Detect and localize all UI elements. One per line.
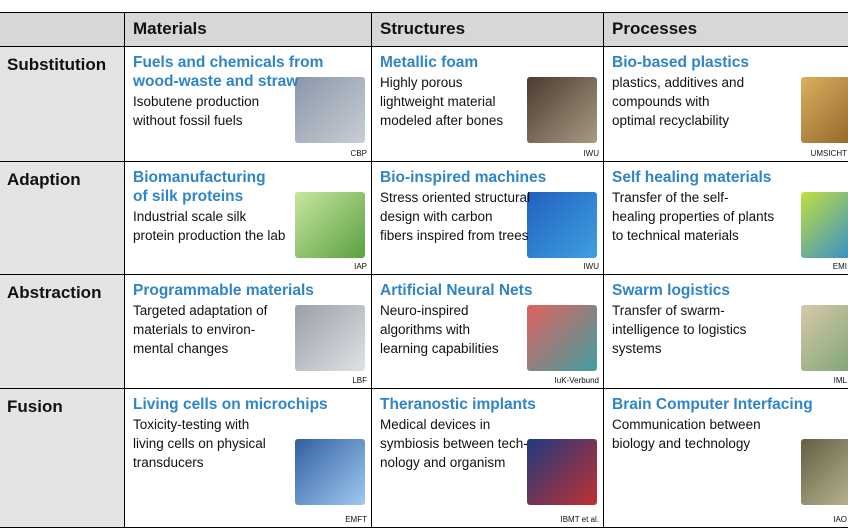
cell-text: Stress oriented structural design with c…: [380, 190, 531, 243]
table-cell: Living cells on microchips Toxicity-testi…: [125, 389, 372, 528]
table-cell: Bio-based plastics plastics, additives an…: [604, 47, 848, 162]
cell-title: Biomanufacturing of silk proteins: [133, 169, 266, 205]
cell-image: [295, 305, 365, 371]
table-cell: Metallic foam Highly porous lightweight m…: [372, 47, 604, 162]
cell-title: Fuels and chemicals from wood-waste and …: [133, 54, 324, 90]
cell-text: Transfer of the self- healing properties…: [612, 190, 775, 243]
table-cell: Swarm logistics Transfer of swarm- intell…: [604, 275, 848, 389]
cell-image: [801, 305, 848, 371]
row-label: Fusion: [0, 389, 125, 528]
cell-text: Medical devices in symbiosis between tec…: [380, 417, 528, 470]
column-header: Materials: [125, 13, 372, 47]
image-credit: IBMT et al.: [560, 515, 599, 524]
cell-image: [295, 77, 365, 143]
cell-image: [527, 192, 597, 258]
cell-title: Swarm logistics: [612, 282, 731, 299]
cell-title: Theranostic implants: [380, 396, 536, 413]
table-cell: Programmable materials Targeted adaptatio…: [125, 275, 372, 389]
table-cell: Biomanufacturing of silk proteins Industr…: [125, 162, 372, 275]
image-credit: IWU: [583, 149, 599, 158]
cell-text: Toxicity-testing with living cells on ph…: [133, 417, 266, 470]
cell-image: [295, 192, 365, 258]
cell-image: [527, 439, 597, 505]
cell-title: Artificial Neural Nets: [380, 282, 533, 299]
image-credit: IAO: [833, 515, 847, 524]
cell-image: [801, 77, 848, 143]
cell-title: Bio-inspired machines: [380, 169, 547, 186]
table-cell: Fuels and chemicals from wood-waste and …: [125, 47, 372, 162]
cell-text: Communication between biology and techno…: [612, 417, 761, 451]
cell-title: Programmable materials: [133, 282, 314, 299]
cell-title: Bio-based plastics: [612, 54, 749, 71]
cell-text: Isobutene production without fossil fuel…: [133, 94, 260, 128]
cell-image: [295, 439, 365, 505]
row-label: Substitution: [0, 47, 125, 162]
table-cell: Self healing materials Transfer of the se…: [604, 162, 848, 275]
image-credit: IWU: [583, 262, 599, 271]
image-credit: UMSICHT: [810, 149, 847, 158]
cell-image: [801, 192, 848, 258]
cell-text: Neuro-inspired algorithms with learning …: [380, 303, 499, 356]
corner-cell: [0, 13, 125, 47]
column-header: Processes: [604, 13, 848, 47]
table-cell: Brain Computer Interfacing Communication …: [604, 389, 848, 528]
cell-text: Targeted adaptation of materials to envi…: [133, 303, 268, 356]
image-credit: IML: [833, 376, 847, 385]
image-credit: CBP: [350, 149, 367, 158]
cell-image: [801, 439, 848, 505]
comparison-table: Materials Structures Processes Substitution…: [0, 12, 848, 528]
cell-title: Brain Computer Interfacing: [612, 396, 813, 413]
image-credit: LBF: [352, 376, 367, 385]
cell-title: Self healing materials: [612, 169, 772, 186]
image-credit: IuK-Verbund: [554, 376, 599, 385]
cell-title: Metallic foam: [380, 54, 479, 71]
column-header: Structures: [372, 13, 604, 47]
image-credit: EMI: [832, 262, 847, 271]
table-cell: Bio-inspired machines Stress oriented str…: [372, 162, 604, 275]
table-cell: Artificial Neural Nets Neuro-inspired alg…: [372, 275, 604, 389]
cell-text: Industrial scale silk protein production…: [133, 209, 286, 243]
cell-image: [527, 77, 597, 143]
table-cell: Theranostic implants Medical devices in s…: [372, 389, 604, 528]
row-label: Adaption: [0, 162, 125, 275]
image-credit: EMFT: [345, 515, 367, 524]
cell-text: plastics, additives and compounds with o…: [612, 75, 745, 128]
image-credit: IAP: [354, 262, 367, 271]
cell-title: Living cells on microchips: [133, 396, 328, 413]
cell-image: [527, 305, 597, 371]
cell-text: Transfer of swarm- intelligence to logis…: [612, 303, 747, 356]
row-label: Abstraction: [0, 275, 125, 389]
cell-text: Highly porous lightweight material model…: [380, 75, 504, 128]
